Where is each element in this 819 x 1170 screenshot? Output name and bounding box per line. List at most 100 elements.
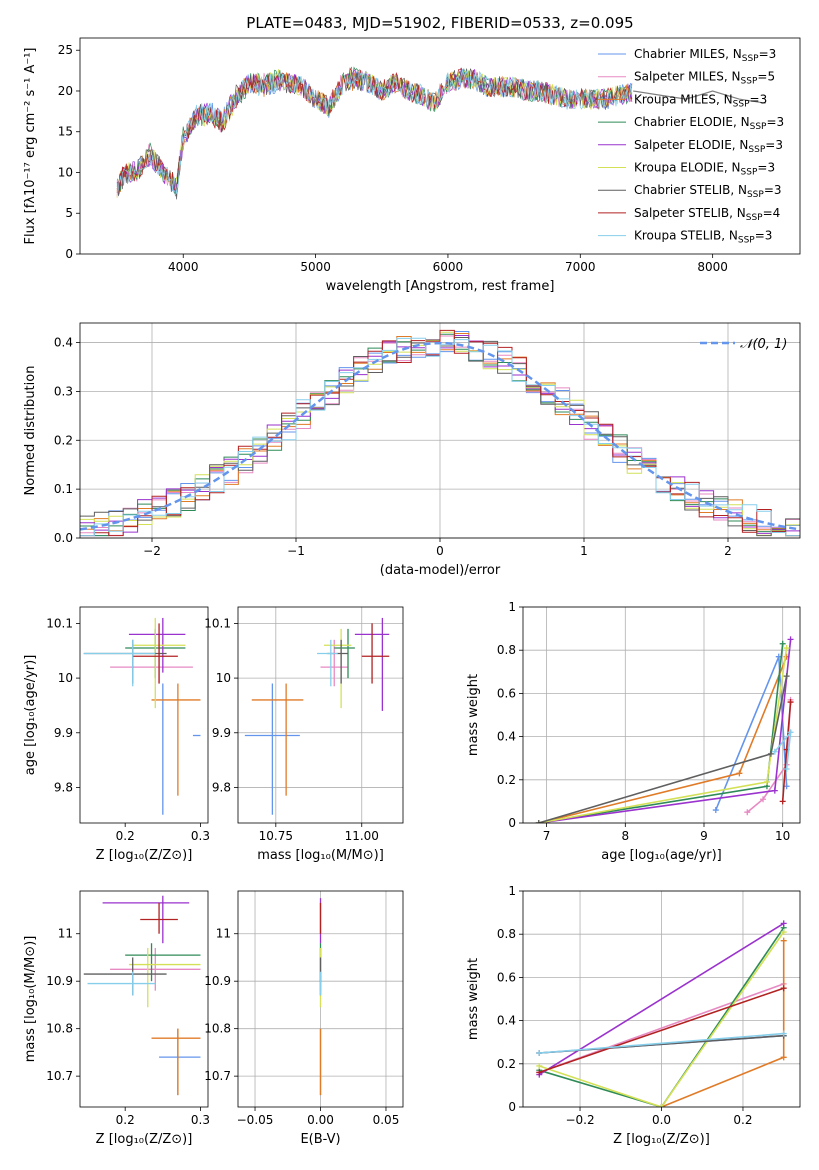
weight_vs_age-y-tick-label: 0.8 (497, 643, 516, 657)
mass_vs_ebv-x-tick-label: 0.05 (373, 1113, 400, 1127)
spectrum-x-tick-label: 8000 (697, 260, 728, 274)
weight_vs_z-x-tick-label: 0.2 (733, 1113, 752, 1127)
legend-entry-label: Chabrier STELIB, NSSP=3 (634, 183, 782, 200)
spectrum-axes-frame (79, 37, 801, 255)
weight_vs_z-y-tick-label: 0.2 (497, 1057, 516, 1071)
mass_vs_ebv-y-tick-label: 10.9 (204, 974, 231, 988)
spectrum-x-tick-label: 6000 (433, 260, 464, 274)
residuals-y-tick-label: 0.4 (54, 336, 73, 350)
spectrum-y-tick-label: 20 (58, 84, 73, 98)
residuals-y-tick-label: 0.3 (54, 384, 73, 398)
weight_vs_age-marker (779, 640, 786, 647)
mass_vs_z-plot-area (83, 895, 201, 1096)
normal-distribution-curve (80, 341, 800, 531)
spectrum-tail-line (633, 90, 766, 104)
age_vs_z-y-tick-label: 10 (58, 671, 73, 685)
residuals-x-tick-label: −1 (287, 544, 305, 558)
weight_vs_z-series-line (539, 987, 784, 1074)
weight_vs_z-marker (780, 1054, 787, 1061)
weight_vs_age-x-axis-label: age [log₁₀(age/yr)] (601, 848, 722, 863)
mass-weight-vs-age-panel: 7 8 9 10 0 0.2 0.4 0.6 0.8 1 age [log₁₀(age/yr)] ma… (466, 600, 801, 863)
age_vs_mass-x-axis-label: mass [log₁₀(M/M⊙)] (257, 848, 384, 863)
weight_vs_z-y-tick-label: 1 (508, 884, 516, 898)
weight_vs_z-y-tick-label: 0.4 (497, 1014, 516, 1028)
weight_vs_z-marker (658, 1104, 665, 1107)
weight_vs_age-marker (760, 796, 767, 803)
weight_vs_z-x-tick-label: −0.2 (565, 1113, 594, 1127)
age_vs_mass-x-tick-label: 10.75 (259, 829, 293, 843)
legend-entry-label: Kroupa MILES, NSSP=3 (634, 92, 767, 109)
age_vs_z-y-tick-label: 9.9 (54, 726, 73, 740)
residual-histogram-step (80, 337, 800, 537)
legend-entry-label: Salpeter ELODIE, NSSP=3 (634, 138, 783, 155)
weight_vs_z-series-line (539, 927, 785, 1107)
weight_vs_age-x-tick-label: 9 (700, 829, 708, 843)
weight_vs_z-marker (536, 1062, 543, 1069)
weight_vs_z-marker (780, 937, 787, 944)
weight_vs_age-marker (736, 770, 743, 777)
mass_vs_z-x-tick-label: 0.2 (116, 1113, 135, 1127)
residuals-axes-frame (79, 322, 801, 539)
residuals-x-axis-label: (data-model)/error (380, 563, 501, 578)
weight_vs_age-y-tick-label: 0.6 (497, 686, 516, 700)
residuals-y-tick-label: 0.2 (54, 433, 73, 447)
legend-entry-label: Kroupa STELIB, NSSP=3 (634, 229, 772, 246)
age_vs_z-axes-frame (79, 606, 209, 824)
weight_vs_age-marker (744, 809, 751, 816)
weight_vs_age-marker (787, 636, 794, 643)
mass_vs_z-x-tick-label: 0.3 (191, 1113, 210, 1127)
age_vs_z-plot-area (83, 617, 201, 815)
residuals-histogram-panel: −2 −1 0 1 2 0.0 0.1 0.2 0.3 0.4 (data-model)/error… (23, 322, 801, 578)
age-vs-mass-panel: 10.75 11.00 9.8 9.9 10 10.1 mass [log₁₀(M/M⊙)] (204, 606, 404, 863)
age_vs_z-x-tick-label: 0.2 (116, 829, 135, 843)
weight_vs_z-series-line (539, 1032, 784, 1054)
weight_vs_age-y-tick-label: 0 (508, 816, 516, 830)
weight_vs_age-marker (767, 750, 774, 757)
mass_vs_ebv-y-tick-label: 10.8 (204, 1022, 231, 1036)
residuals-x-tick-label: 1 (580, 544, 588, 558)
age_vs_mass-y-tick-label: 9.9 (212, 726, 231, 740)
figure-title: PLATE=0483, MJD=51902, FIBERID=0533, z=0… (246, 14, 633, 32)
age_vs_mass-y-tick-label: 9.8 (212, 780, 231, 794)
weight_vs_age-y-axis-label: mass weight (466, 674, 481, 756)
age_vs_z-y-axis-label: age [log₁₀(age/yr)] (23, 655, 38, 776)
spectrum-plot-area (116, 66, 766, 200)
mass-vs-metallicity-panel: 0.2 0.3 10.7 10.8 10.9 11 Z [log₁₀(Z/Z⊙)] mass … (23, 890, 210, 1147)
spectrum-y-tick-label: 0 (65, 247, 73, 261)
weight_vs_age-axes-frame (522, 606, 801, 824)
weight_vs_z-series-line (539, 931, 785, 1107)
mass_vs_z-y-tick-label: 11 (58, 927, 73, 941)
weight_vs_age-x-tick-label: 10 (775, 829, 790, 843)
age_vs_mass-y-tick-label: 10 (216, 671, 231, 685)
weight_vs_age-marker (763, 778, 770, 785)
weight_vs_z-marker (536, 1069, 543, 1076)
weight_vs_z-axes-frame (522, 890, 801, 1108)
weight_vs_z-marker (536, 1050, 543, 1056)
mass_vs_ebv-y-tick-label: 11 (216, 927, 231, 941)
age_vs_z-y-tick-label: 9.8 (54, 780, 73, 794)
weight_vs_age-x-tick-label: 7 (543, 829, 551, 843)
weight_vs_age-y-tick-label: 1 (508, 600, 516, 614)
legend-entry-label: Chabrier MILES, NSSP=3 (634, 47, 776, 64)
residuals-x-tick-label: −2 (143, 544, 161, 558)
legend-entry-label: Kroupa ELODIE, NSSP=3 (634, 161, 775, 178)
mass_vs_ebv-x-axis-label: E(B-V) (300, 1132, 340, 1147)
weight_vs_age-marker (783, 766, 790, 772)
weight_vs_z-y-tick-label: 0.6 (497, 970, 516, 984)
weight_vs_z-y-axis-label: mass weight (466, 958, 481, 1040)
spectrum-x-axis-label: wavelength [Angstrom, rest frame] (326, 279, 555, 294)
age_vs_mass-axes-frame (237, 606, 404, 824)
residuals-y-tick-label: 0.1 (54, 482, 73, 496)
age_vs_z-x-tick-label: 0.3 (191, 829, 210, 843)
mass_vs_z-axes-frame (79, 890, 209, 1108)
weight_vs_age-marker (783, 645, 790, 652)
spectrum-x-tick-label: 7000 (565, 260, 596, 274)
residual-histogram-step (80, 329, 800, 537)
weight_vs_age-marker (771, 748, 778, 755)
mass_vs_z-y-tick-label: 10.7 (46, 1069, 73, 1083)
mass_vs_z-x-axis-label: Z [log₁₀(Z/Z⊙)] (96, 1132, 193, 1147)
weight_vs_z-marker (780, 920, 787, 927)
weight_vs_z-marker (780, 985, 787, 992)
